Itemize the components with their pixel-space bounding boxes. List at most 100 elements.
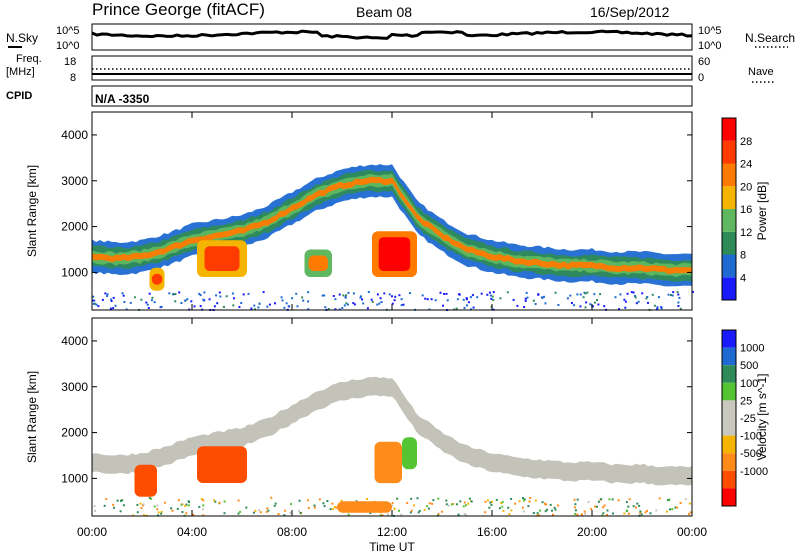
velocity-cell <box>596 505 598 508</box>
velocity-cell <box>537 514 540 517</box>
power-cell <box>586 291 589 294</box>
power-cell <box>525 291 528 294</box>
power-cell <box>599 293 602 296</box>
velocity-colorbar: 1000 500 100 25 -25 -100 -500 -1000 <box>721 329 768 507</box>
velocity-cell <box>157 514 160 517</box>
velocity-cell <box>426 505 429 508</box>
velocity-cell <box>437 513 440 515</box>
velocity-cell <box>322 502 325 505</box>
power-cell <box>112 296 115 299</box>
velocity-cell <box>413 504 416 507</box>
power-cell <box>295 292 298 295</box>
velocity-cell <box>490 503 493 506</box>
velocity-cell <box>580 513 583 516</box>
power-cell <box>402 303 405 306</box>
power-cell <box>624 306 627 309</box>
power-colorbar-segment <box>722 209 736 232</box>
power-cell <box>566 297 569 300</box>
velocity-cell <box>676 506 679 509</box>
velocity-cell <box>611 498 614 501</box>
velocity-cell <box>603 504 606 507</box>
power-cell <box>344 296 347 299</box>
power-cell <box>651 293 654 296</box>
velocity-panel: 1000 2000 3000 4000 Slant Range [km] <box>25 317 693 517</box>
velocity-cell <box>538 509 541 512</box>
power-cell <box>624 300 627 303</box>
velocity-cell <box>495 498 498 501</box>
velocity-cell <box>266 507 269 510</box>
power-cell <box>92 299 95 302</box>
velocity-cell <box>223 512 226 515</box>
power-cell <box>345 294 348 297</box>
velocity-cell <box>112 503 115 506</box>
power-cell <box>140 298 143 301</box>
power-cell <box>146 303 149 306</box>
velocity-cell <box>153 505 156 508</box>
velocity-cell <box>689 511 692 514</box>
velocity-colorbar-segment <box>722 382 736 401</box>
velocity-cell <box>116 499 119 502</box>
power-cell <box>274 302 276 305</box>
power-cell <box>253 304 256 307</box>
power-cell <box>352 292 355 295</box>
velocity-cell <box>649 512 652 515</box>
power-colorbar-segment <box>722 186 736 210</box>
velocity-cell <box>258 509 260 512</box>
velocity-cell <box>451 503 453 506</box>
velocity-cell <box>545 503 547 506</box>
power-cell <box>554 291 557 294</box>
velocity-cell <box>409 511 412 514</box>
power-cell <box>677 301 680 304</box>
power-cell <box>490 297 493 300</box>
velocity-cell <box>636 502 639 505</box>
power-colorbar-segment <box>722 277 736 301</box>
velocity-cell <box>265 510 268 513</box>
velocity-cell <box>185 503 188 506</box>
power-cell <box>109 307 112 310</box>
velocity-cell <box>484 511 487 514</box>
freq-tick-top: 18 <box>64 56 76 68</box>
velocity-cell <box>323 505 326 508</box>
freq-label: Freq. <box>16 53 42 65</box>
power-cell <box>92 295 95 298</box>
velocity-cell <box>270 496 273 499</box>
power-cell <box>596 299 598 302</box>
power-cell <box>301 296 304 299</box>
velocity-cell <box>467 502 470 505</box>
velocity-cell <box>223 500 226 503</box>
velocity-cell <box>576 498 579 501</box>
velocity-cell <box>187 500 190 503</box>
power-colorbar-tick: 28 <box>740 136 752 148</box>
velocity-cell <box>573 498 576 501</box>
velocity-cell <box>639 511 642 514</box>
power-cell <box>434 299 437 302</box>
power-cell <box>383 292 386 295</box>
power-cell <box>341 307 344 309</box>
power-cell <box>296 305 299 308</box>
velocity-blob <box>402 437 417 470</box>
velocity-cell <box>576 513 579 516</box>
power-colorbar-tick: 12 <box>740 227 752 239</box>
power-cell <box>186 298 189 301</box>
velocity-cell <box>313 506 316 509</box>
power-cell <box>121 292 124 295</box>
velocity-cell <box>491 500 493 503</box>
power-cell <box>122 294 125 297</box>
velocity-cell <box>501 505 504 508</box>
power-cell <box>218 291 221 294</box>
velocity-colorbar-segment <box>722 470 736 489</box>
velocity-cell <box>267 509 270 512</box>
velocity-cell <box>602 506 605 509</box>
freq-strip-frame <box>91 55 693 81</box>
velocity-cell <box>289 511 292 514</box>
velocity-cell <box>668 498 671 501</box>
velocity-cell <box>529 497 532 499</box>
velocity-cell <box>156 508 159 511</box>
power-cell <box>199 294 202 297</box>
power-cell <box>110 300 113 302</box>
power-colorbar-tick: 8 <box>740 250 746 262</box>
power-colorbar-segment <box>722 254 736 278</box>
power-cell <box>491 295 494 298</box>
velocity-cell <box>121 499 124 502</box>
velocity-cell <box>340 499 343 502</box>
